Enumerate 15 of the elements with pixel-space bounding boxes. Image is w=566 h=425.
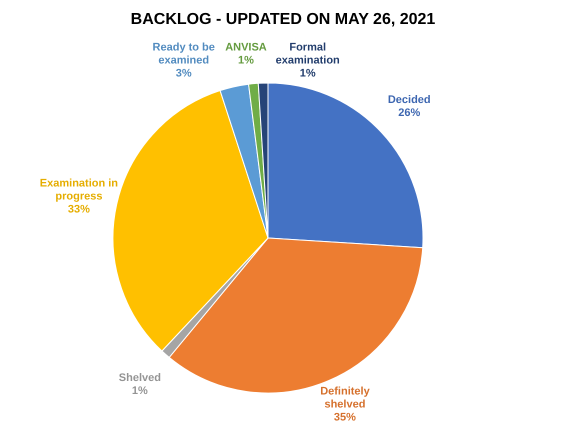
slice-label: Ready to be examined (152, 42, 215, 66)
data-label: 35% (334, 412, 356, 424)
slice-label: Formal examination (276, 42, 340, 66)
slice-label: Definitely shelved (320, 386, 371, 410)
data-label: 1% (300, 68, 316, 80)
data-label: 1% (132, 384, 148, 397)
chart-title: BACKLOG - UPDATED ON MAY 26, 2021 (130, 11, 436, 28)
slice-label: Decided (388, 94, 431, 106)
slice-label: Examination in progress (40, 178, 118, 203)
data-label: 1% (238, 54, 254, 66)
data-label: 3% (176, 68, 192, 80)
data-label: 33% (68, 204, 90, 216)
slice-label: Shelved (118, 372, 161, 384)
slice-label: ANVISA (225, 42, 267, 54)
data-label: 26% (398, 106, 420, 119)
